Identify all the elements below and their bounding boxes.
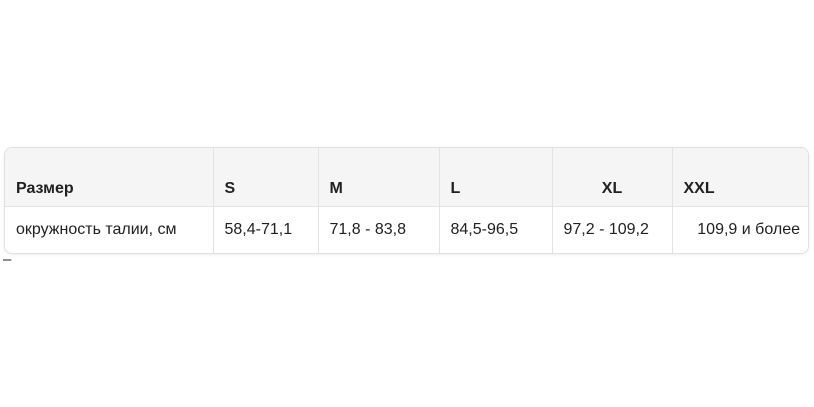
column-header-xxl: XXL [671, 148, 808, 207]
waist-circumference-row: окружность талии, см 58,4-71,1 71,8 - 83… [5, 206, 808, 253]
column-header-xl: XL [551, 148, 672, 207]
column-header-s: S [212, 148, 318, 207]
size-chart-card: Размер S M L XL XXL окружность талии, см… [4, 147, 809, 254]
size-chart-table: Размер S M L XL XXL окружность талии, см… [5, 148, 808, 253]
cell-waist-l: 84,5-96,5 [438, 206, 552, 253]
column-header-m: M [317, 148, 439, 207]
cell-waist-s: 58,4-71,1 [212, 206, 318, 253]
cell-waist-m: 71,8 - 83,8 [317, 206, 439, 253]
footnote-dash: – [3, 251, 12, 268]
cell-waist-xxl: 109,9 и более [671, 206, 808, 253]
column-header-l: L [438, 148, 552, 207]
column-header-size: Размер [5, 148, 213, 207]
row-label-waist-circumference: окружность талии, см [5, 206, 213, 253]
cell-waist-xl: 97,2 - 109,2 [551, 206, 672, 253]
size-table-header-row: Размер S M L XL XXL [5, 148, 808, 207]
